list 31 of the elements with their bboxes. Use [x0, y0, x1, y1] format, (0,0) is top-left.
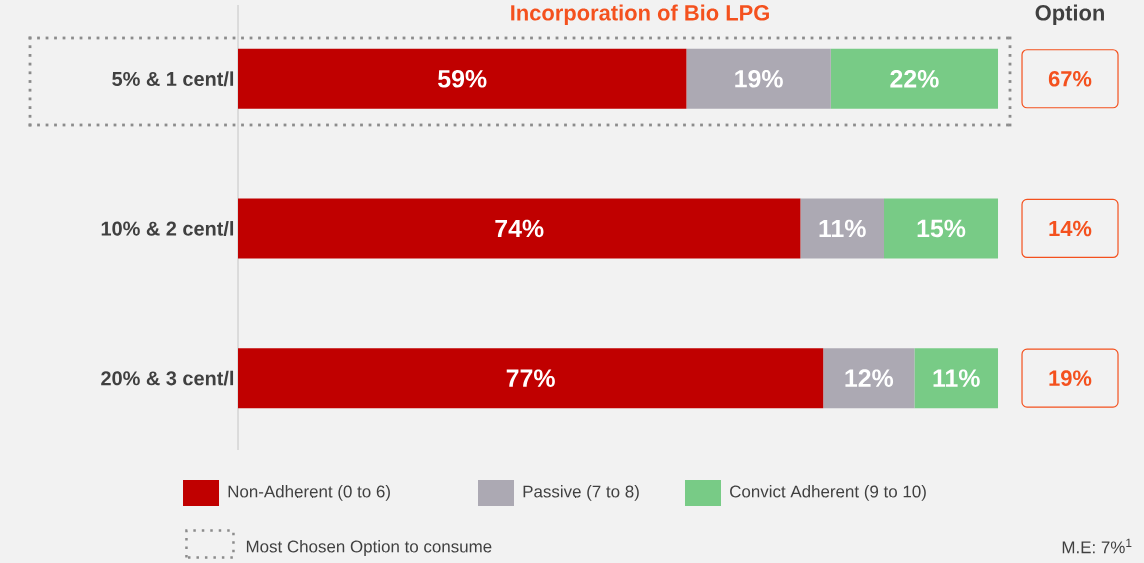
- bar: [686, 48, 831, 109]
- bar: [914, 348, 999, 409]
- data-label: 19%: [735, 69, 783, 88]
- data-label: 77%: [506, 369, 555, 387]
- text: 67%: [1048, 71, 1092, 87]
- data-label: 11%: [819, 219, 866, 238]
- text: Most Chosen Option to consume: [246, 540, 492, 556]
- y-tick-label: 10% & 2 cent/l: [101, 221, 234, 236]
- legend-label: Passive (7 to 8): [523, 485, 639, 501]
- data-label: 11%: [933, 369, 980, 387]
- data-label: 12%: [845, 369, 894, 387]
- chart-title: Incorporation of Bio LPG: [511, 4, 769, 25]
- bar: [800, 198, 885, 259]
- bar: [238, 48, 687, 109]
- text: M.E: 7%$^{1}$: [1062, 538, 1132, 554]
- legend-label: Non-Adherent (0 to 6): [228, 485, 390, 501]
- text: 19%: [1049, 370, 1092, 386]
- data-label: 22%: [890, 69, 939, 88]
- text: 14%: [1049, 220, 1092, 237]
- y-tick-label: 20% & 3 cent/l: [101, 370, 234, 386]
- bar: [830, 48, 999, 109]
- data-label: 74%: [495, 219, 544, 238]
- data-label: 15%: [917, 219, 966, 238]
- bar: [884, 198, 999, 259]
- data-label: 59%: [438, 69, 487, 88]
- legend-label: Convict Adherent (9 to 10): [730, 485, 926, 501]
- bar: [238, 198, 801, 259]
- bar: [238, 348, 824, 409]
- y-tick-label: 5% & 1 cent/l: [112, 71, 234, 87]
- text: Option: [1035, 4, 1104, 25]
- bar: [823, 348, 915, 409]
